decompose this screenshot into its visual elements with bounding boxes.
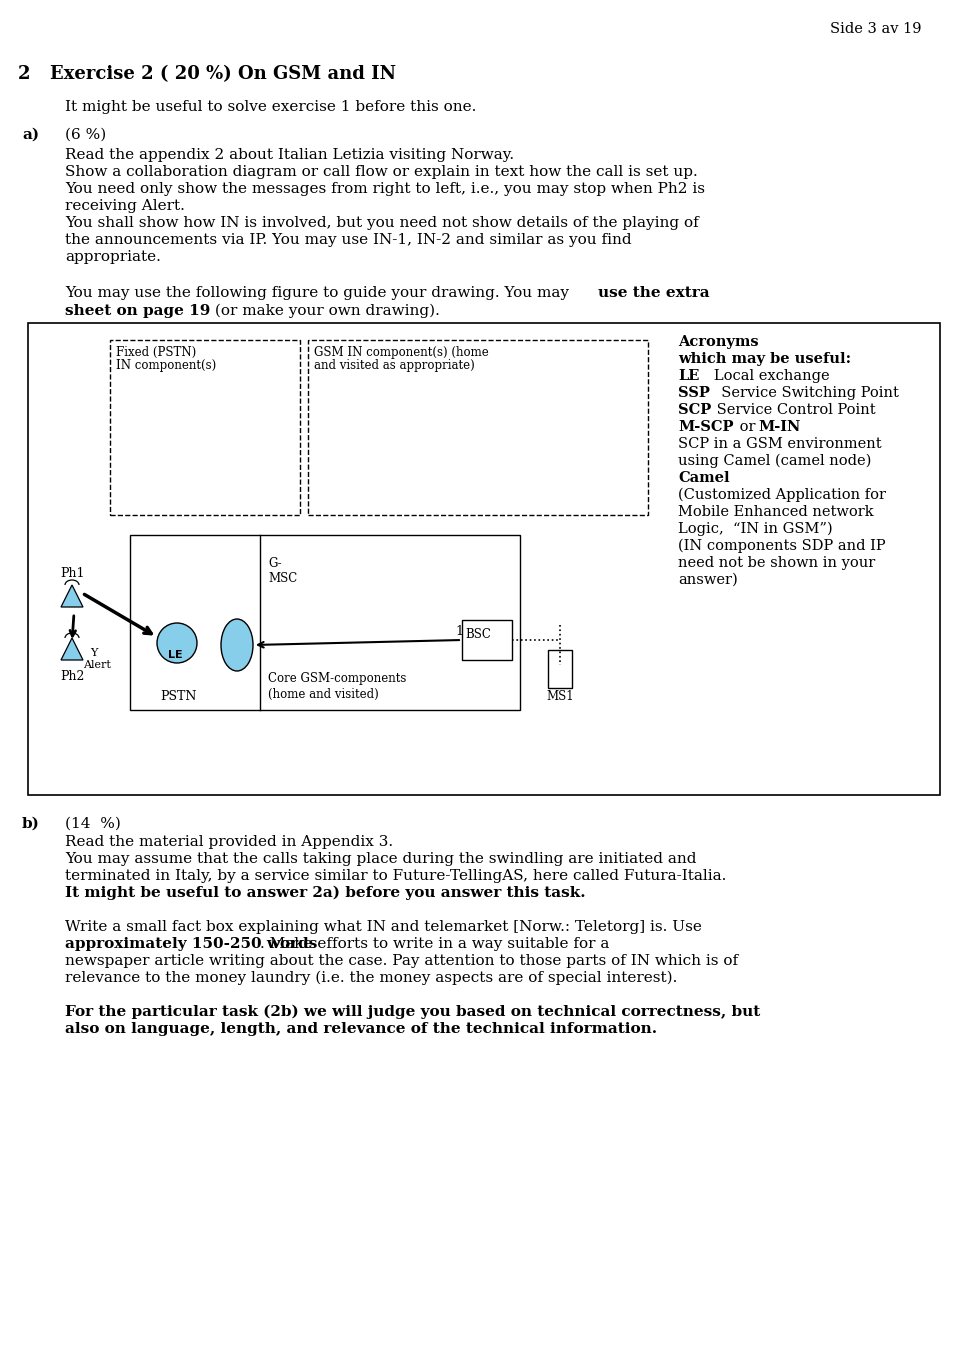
Text: GSM IN component(s) (home: GSM IN component(s) (home	[314, 346, 489, 360]
Text: 2: 2	[18, 66, 31, 83]
Bar	[308, 340, 648, 515]
Text: (home and visited): (home and visited)	[268, 688, 379, 701]
Text: receiving Alert.: receiving Alert.	[65, 200, 185, 213]
Text: b): b)	[22, 817, 40, 831]
Text: Read the appendix 2 about Italian Letizia visiting Norway.: Read the appendix 2 about Italian Letizi…	[65, 148, 515, 163]
Text: BSC: BSC	[465, 627, 491, 641]
Text: PSTN: PSTN	[160, 690, 197, 703]
Text: M-IN: M-IN	[758, 420, 801, 433]
Text: Service Control Point: Service Control Point	[712, 403, 876, 417]
Text: SCP in a GSM environment: SCP in a GSM environment	[678, 437, 881, 451]
Bar	[28, 323, 940, 796]
Circle shape	[157, 623, 197, 663]
Bar	[130, 534, 520, 709]
Text: LE: LE	[678, 369, 700, 383]
Text: Logic,  “IN in GSM”): Logic, “IN in GSM”)	[678, 522, 832, 536]
Text: Read the material provided in Appendix 3.: Read the material provided in Appendix 3…	[65, 835, 394, 849]
Text: IN component(s): IN component(s)	[116, 360, 216, 372]
Text: appropriate.: appropriate.	[65, 250, 161, 264]
Text: (or make your own drawing).: (or make your own drawing).	[210, 303, 440, 319]
Text: Ph2: Ph2	[60, 670, 84, 684]
Text: need not be shown in your: need not be shown in your	[678, 556, 876, 570]
Bar	[110, 340, 300, 515]
Ellipse shape	[221, 619, 253, 671]
Text: . Make efforts to write in a way suitable for a: . Make efforts to write in a way suitabl…	[260, 936, 610, 951]
Text: Acronyms: Acronyms	[678, 335, 758, 349]
Text: using Camel (camel node): using Camel (camel node)	[678, 454, 872, 469]
Text: answer): answer)	[678, 573, 737, 586]
Text: Mobile Enhanced network: Mobile Enhanced network	[678, 504, 874, 519]
Text: SCP: SCP	[678, 403, 711, 417]
Text: and visited as appropriate): and visited as appropriate)	[314, 360, 475, 372]
Text: M-SCP: M-SCP	[678, 420, 733, 433]
Text: MS1: MS1	[546, 690, 574, 703]
Text: Side 3 av 19: Side 3 av 19	[830, 22, 922, 36]
Text: relevance to the money laundry (i.e. the money aspects are of special interest).: relevance to the money laundry (i.e. the…	[65, 971, 678, 986]
Text: It might be useful to solve exercise 1 before this one.: It might be useful to solve exercise 1 b…	[65, 100, 476, 113]
Text: Show a collaboration diagram or call flow or explain in text how the call is set: Show a collaboration diagram or call flo…	[65, 165, 698, 179]
Text: a): a)	[22, 128, 39, 142]
Text: (6 %): (6 %)	[65, 128, 107, 142]
Text: Alert: Alert	[83, 660, 110, 670]
Text: Y: Y	[90, 648, 97, 658]
Text: Exercise 2 ( 20 %) On GSM and IN: Exercise 2 ( 20 %) On GSM and IN	[50, 66, 396, 83]
Bar	[548, 649, 572, 688]
Text: (IN components SDP and IP: (IN components SDP and IP	[678, 539, 886, 554]
Polygon shape	[61, 638, 83, 660]
Text: use the extra: use the extra	[598, 286, 709, 299]
Text: It might be useful to answer 2a) before you answer this task.: It might be useful to answer 2a) before …	[65, 886, 586, 901]
Text: Ph1: Ph1	[60, 567, 84, 580]
Polygon shape	[61, 585, 83, 607]
Text: Write a small fact box explaining what IN and telemarket [Norw.: Teletorg] is. U: Write a small fact box explaining what I…	[65, 920, 702, 934]
Text: sheet on page 19: sheet on page 19	[65, 303, 210, 319]
Text: G-
MSC: G- MSC	[268, 556, 298, 585]
Text: Local exchange: Local exchange	[700, 369, 829, 383]
Text: Service Switching Point: Service Switching Point	[712, 385, 899, 401]
Text: LE: LE	[168, 649, 182, 660]
Text: Core GSM-components: Core GSM-components	[268, 673, 406, 685]
Text: 1: 1	[455, 625, 463, 638]
Text: which may be useful:: which may be useful:	[678, 351, 852, 366]
Text: For the particular task (2b) we will judge you based on technical correctness, b: For the particular task (2b) we will jud…	[65, 1005, 760, 1020]
Text: Camel: Camel	[678, 472, 730, 485]
Text: You shall show how IN is involved, but you need not show details of the playing : You shall show how IN is involved, but y…	[65, 216, 699, 230]
Text: terminated in Italy, by a service similar to Future-TellingAS, here called Futur: terminated in Italy, by a service simila…	[65, 869, 727, 883]
Text: approximately 150-250 words: approximately 150-250 words	[65, 936, 318, 951]
Text: newspaper article writing about the case. Pay attention to those parts of IN whi: newspaper article writing about the case…	[65, 954, 738, 968]
Text: (Customized Application for: (Customized Application for	[678, 488, 886, 503]
Bar	[462, 621, 512, 660]
Text: You may use the following figure to guide your drawing. You may: You may use the following figure to guid…	[65, 286, 574, 299]
Text: or: or	[735, 420, 760, 433]
Text: You need only show the messages from right to left, i.e., you may stop when Ph2 : You need only show the messages from rig…	[65, 182, 705, 195]
Text: SSP: SSP	[678, 385, 709, 401]
Text: Fixed (PSTN): Fixed (PSTN)	[116, 346, 196, 360]
Text: (14  %): (14 %)	[65, 817, 121, 831]
Text: the announcements via IP. You may use IN-1, IN-2 and similar as you find: the announcements via IP. You may use IN…	[65, 232, 632, 247]
Text: You may assume that the calls taking place during the swindling are initiated an: You may assume that the calls taking pla…	[65, 852, 697, 867]
Text: also on language, length, and relevance of the technical information.: also on language, length, and relevance …	[65, 1023, 658, 1036]
